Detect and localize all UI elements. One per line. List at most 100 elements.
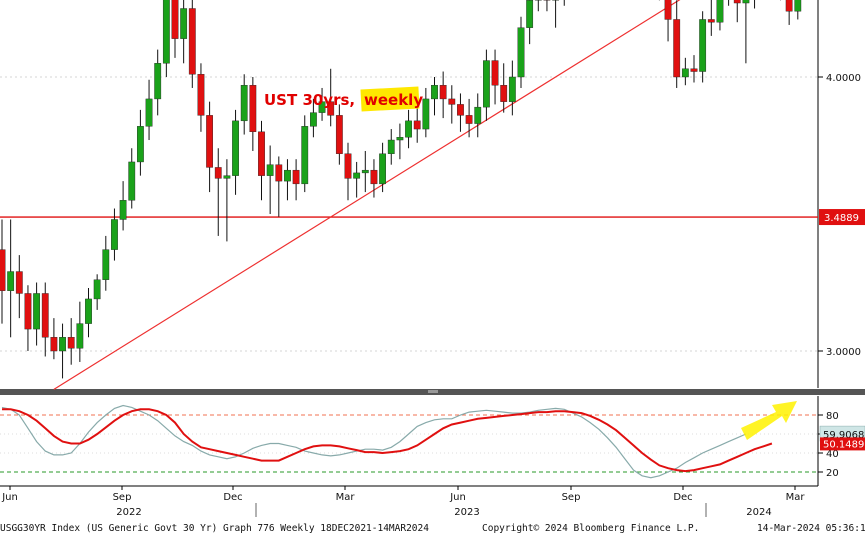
x-tick-label: Jun — [1, 492, 18, 503]
x-tick-label: Sep — [562, 492, 581, 503]
candle-body — [500, 85, 508, 102]
arrow-annotation — [741, 401, 797, 440]
candle-body — [690, 68, 698, 72]
osc-tick-label: 20 — [826, 468, 839, 479]
candle-body — [206, 115, 213, 168]
candle-body — [136, 126, 144, 163]
candle-body — [785, 0, 793, 12]
candle-body — [15, 271, 23, 294]
candle-body — [448, 98, 456, 105]
candle-body — [387, 139, 395, 154]
candle-body — [76, 323, 84, 349]
candle-body — [128, 161, 136, 201]
panel-divider-grip — [428, 390, 438, 393]
candle-body — [335, 115, 343, 154]
candle-body — [180, 8, 188, 39]
candle-body — [275, 164, 283, 182]
x-tick-label: Dec — [673, 492, 692, 503]
candle-body — [197, 74, 205, 116]
candle-body — [266, 164, 274, 176]
candle-body — [465, 115, 473, 124]
candle-body — [439, 85, 447, 100]
trendline — [53, 0, 681, 390]
candle-body — [214, 167, 222, 179]
title-highlight — [360, 86, 420, 112]
x-tick-label: Jun — [449, 492, 466, 503]
candle-body — [162, 0, 170, 64]
candle-body — [707, 19, 715, 23]
candle-body — [232, 120, 239, 176]
footer-center: Copyright© 2024 Bloomberg Finance L.P. — [482, 523, 699, 534]
candle-body — [119, 200, 127, 220]
candle-body — [681, 68, 689, 78]
candle-body — [664, 0, 672, 20]
year-label: 2023 — [454, 507, 479, 518]
candle-body — [370, 169, 378, 185]
candle-body — [67, 337, 75, 349]
candle-body — [301, 126, 309, 185]
candle-body — [742, 0, 750, 4]
candle-body — [292, 169, 300, 185]
candle-body — [240, 85, 248, 122]
candle-body — [318, 101, 326, 113]
candle-body — [0, 249, 6, 291]
osc-tick-label: 80 — [826, 411, 839, 422]
x-tick-label: Sep — [113, 492, 132, 503]
price-tick-label: 4.0000 — [826, 73, 861, 84]
candle-body — [258, 131, 265, 176]
candle-body — [413, 120, 421, 130]
year-label: 2024 — [746, 507, 771, 518]
candle-body — [344, 153, 352, 179]
candle-body — [59, 337, 66, 352]
candle-body — [508, 76, 516, 102]
candle-body — [396, 137, 404, 141]
candle-body — [223, 175, 231, 179]
candle-body — [733, 0, 741, 4]
candle-body — [353, 172, 361, 179]
candle-body — [310, 112, 317, 127]
candle-body — [457, 104, 464, 116]
price-tick-label: 3.0000 — [826, 347, 861, 358]
candle-body — [93, 279, 101, 300]
candle-body — [716, 0, 724, 23]
osc-slow-value-label: 50.1489 — [823, 439, 864, 450]
candle-body — [284, 169, 291, 182]
osc-slow-value-box — [820, 437, 865, 451]
candle-body — [474, 106, 482, 124]
candle-body — [85, 298, 92, 324]
price-panel — [0, 0, 818, 388]
candle-body — [673, 19, 681, 78]
candle-body — [111, 219, 118, 250]
year-label: 2022 — [116, 507, 141, 518]
candle-body — [361, 169, 369, 174]
candle-body — [491, 60, 499, 86]
level-value-label: 3.4889 — [824, 213, 859, 224]
candle-body — [33, 293, 41, 330]
x-tick-label: Dec — [223, 492, 242, 503]
candle-body — [379, 153, 386, 185]
candle-body — [431, 85, 438, 100]
candle-body — [249, 85, 257, 133]
chart-title: UST 30yrs, — [264, 91, 355, 109]
chart-title-highlight: weekly — [364, 91, 423, 109]
candle-body — [699, 19, 707, 72]
footer-right: 14-Mar-2024 05:36:18 — [757, 523, 865, 534]
candle-body — [422, 98, 430, 130]
candle-body — [483, 60, 490, 108]
candle-body — [102, 249, 110, 280]
candle-body — [794, 0, 802, 12]
candle-body — [7, 271, 15, 291]
osc-fast-value-label: 59.9068 — [823, 430, 864, 441]
candle-body — [327, 101, 335, 116]
candle-body — [171, 0, 179, 39]
level-value-box — [819, 209, 865, 226]
osc-tick-label: 40 — [826, 449, 839, 460]
footer-left: USGG30YR Index (US Generic Govt 30 Yr) G… — [0, 523, 429, 534]
candle-body — [50, 337, 58, 352]
x-tick-label: Mar — [336, 492, 356, 503]
candle-body — [526, 0, 534, 28]
candle-body — [405, 120, 412, 138]
x-tick-label: Mar — [786, 492, 806, 503]
candle-body — [188, 8, 196, 75]
